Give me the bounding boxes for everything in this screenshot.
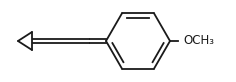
- Text: OCH₃: OCH₃: [183, 35, 214, 47]
